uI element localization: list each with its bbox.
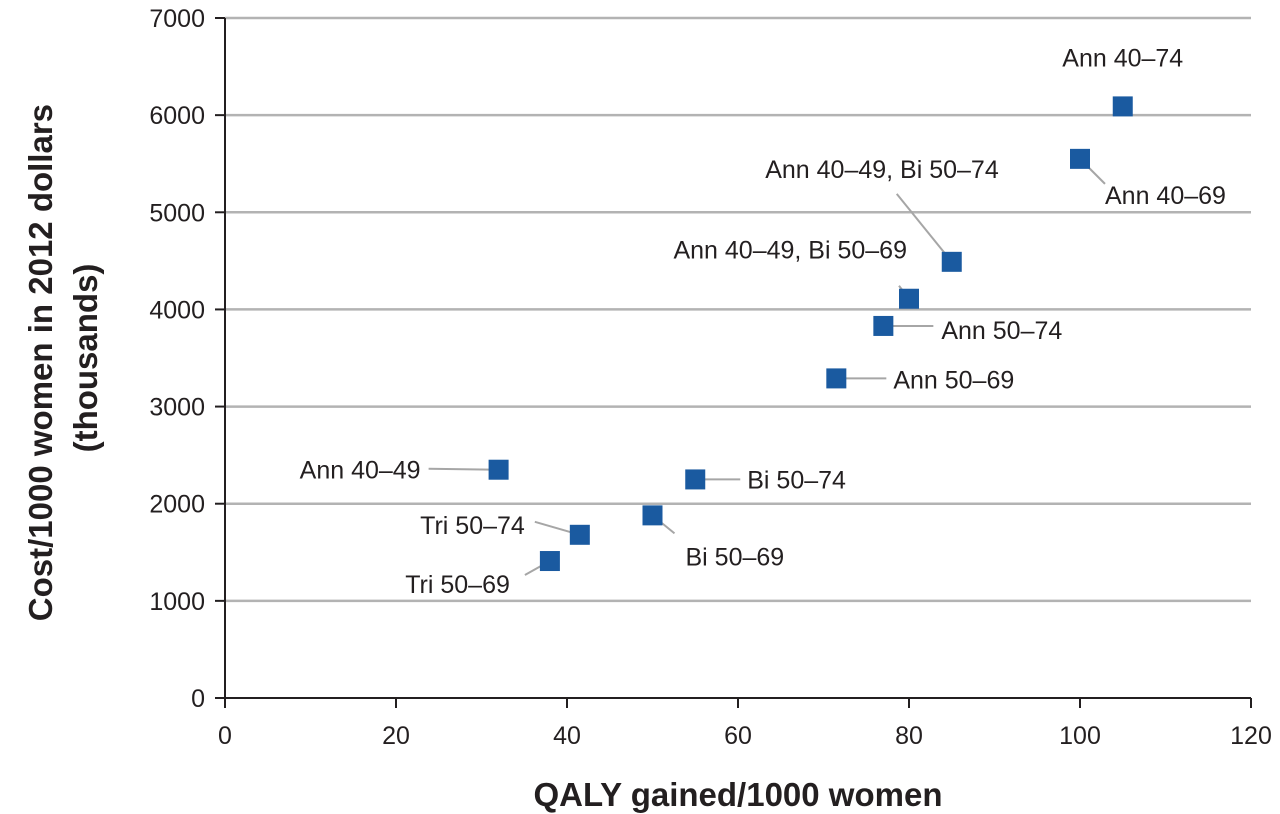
y-tick-label-0: 0 bbox=[191, 685, 205, 713]
y-axis-title-line-2: (thousands) bbox=[67, 264, 104, 453]
data-point-4 bbox=[873, 315, 894, 336]
point-label-0: Ann 40–74 bbox=[1062, 44, 1183, 72]
point-label-1: Ann 40–69 bbox=[1105, 182, 1226, 210]
point-label-10: Tri 50–69 bbox=[405, 571, 510, 599]
point-label-9: Tri 50–74 bbox=[420, 512, 525, 540]
data-point-6 bbox=[488, 459, 509, 480]
data-point-3 bbox=[899, 288, 919, 309]
data-point-2 bbox=[941, 251, 962, 272]
axes bbox=[215, 17, 1252, 708]
x-tick-label-100: 100 bbox=[1059, 722, 1101, 750]
point-label-6: Ann 40–49 bbox=[300, 457, 421, 485]
x-tick-label-60: 60 bbox=[724, 722, 752, 750]
point-label-2: Ann 40–49, Bi 50–74 bbox=[765, 156, 999, 184]
point-label-7: Bi 50–74 bbox=[747, 466, 846, 494]
y-tick-label-6000: 6000 bbox=[149, 102, 205, 130]
data-point-1 bbox=[1070, 148, 1090, 169]
y-tick-label-7000: 7000 bbox=[149, 5, 205, 33]
y-axis-title-line-1: Cost/1000 women in 2012 dollars bbox=[22, 104, 59, 621]
point-labels: Ann 40–74 Ann 40–69 Ann 40–49, Bi 50–74 Ann… bbox=[300, 44, 1226, 599]
y-tick-label-3000: 3000 bbox=[149, 394, 205, 422]
point-label-5: Ann 50–69 bbox=[893, 366, 1014, 394]
x-tick-label-120: 120 bbox=[1230, 722, 1272, 750]
data-point-5 bbox=[826, 368, 847, 389]
y-tick-label-4000: 4000 bbox=[149, 296, 205, 324]
y-axis-title: Cost/1000 women in 2012 dollars (thousan… bbox=[22, 95, 104, 621]
y-tick-label-5000: 5000 bbox=[149, 199, 205, 227]
data-point-10 bbox=[539, 551, 560, 572]
x-tick-label-20: 20 bbox=[382, 722, 410, 750]
x-tick-label-40: 40 bbox=[553, 722, 581, 750]
data-point-8 bbox=[642, 505, 663, 526]
data-points bbox=[488, 96, 1133, 572]
data-point-7 bbox=[685, 469, 706, 490]
point-label-3: Ann 40–49, Bi 50–69 bbox=[673, 237, 907, 265]
point-label-4: Ann 50–74 bbox=[941, 317, 1062, 345]
y-tick-label-1000: 1000 bbox=[149, 588, 205, 616]
x-tick-label-0: 0 bbox=[218, 722, 232, 750]
leader-line-2 bbox=[895, 193, 953, 263]
y-tick-label-2000: 2000 bbox=[149, 491, 205, 519]
x-tick-label-80: 80 bbox=[895, 722, 923, 750]
x-axis-title: QALY gained/1000 women bbox=[534, 776, 943, 813]
leader-line-6 bbox=[428, 467, 499, 471]
data-point-9 bbox=[569, 524, 590, 545]
tick-labels: 0 1000 2000 3000 4000 5000 6000 7000 0 20 40 60 80 10… bbox=[149, 5, 1271, 750]
gridlines bbox=[225, 16, 1251, 603]
data-point-0 bbox=[1112, 96, 1133, 117]
point-label-8: Bi 50–69 bbox=[686, 543, 785, 571]
